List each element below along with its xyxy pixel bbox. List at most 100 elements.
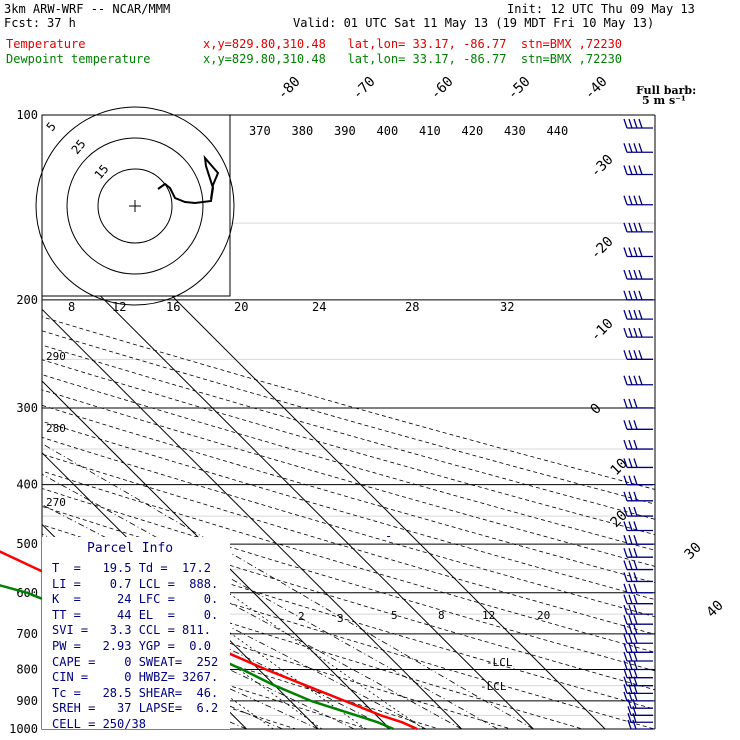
parcel-info-title: Parcel Info: [87, 541, 173, 556]
wind-barb-flag: [633, 327, 638, 338]
parcel-info-background: [42, 537, 230, 729]
wind-barb-flag: [627, 699, 632, 709]
wind-barb-flag: [633, 143, 638, 153]
init-time: Init: 12 UTC Thu 09 May 13: [507, 2, 695, 16]
isotherm-label: 0: [588, 401, 605, 418]
wind-barb-flag: [628, 491, 633, 502]
pressure-tick-label: 200: [16, 293, 38, 307]
pressure-tick-label: 700: [16, 627, 38, 641]
pressure-tick-label: 300: [16, 401, 38, 415]
wind-barb-flag: [628, 165, 633, 175]
wind-barb-flag: [633, 668, 638, 678]
wind-barb-flag: [623, 222, 628, 233]
wind-barb-flag: [623, 643, 628, 653]
wind-barb-flag: [633, 195, 638, 205]
theta-e-label: 390: [334, 124, 356, 138]
wind-barb-flag: [628, 350, 633, 360]
parcel-info-row: LI = 0.7 LCL = 888.: [52, 576, 219, 591]
isotherm-label: -70: [350, 74, 379, 103]
model-title: 3km ARW-WRF -- NCAR/MMM: [4, 2, 171, 16]
wind-barb-flag: [623, 594, 628, 604]
mixing-ratio-label: 20: [234, 300, 248, 314]
wind-barb-flag: [633, 420, 638, 430]
isotherm-label: -50: [505, 74, 534, 103]
wind-barb-flag: [633, 634, 638, 644]
wind-barb-flag: [628, 676, 633, 686]
wind-barb-flag: [633, 398, 638, 409]
wind-barb-flag: [628, 420, 633, 430]
parcel-info-row: T = 19.5 Td = 17.2: [52, 561, 211, 575]
wind-barb-flag: [623, 143, 628, 153]
mixing-ratio-label: 12: [112, 300, 126, 314]
wind-barb-flag: [633, 458, 638, 468]
mixing-ratio-label: 28: [405, 300, 419, 314]
wind-barb-flag: [623, 458, 628, 468]
temperature-legend-label: Temperature: [6, 37, 86, 51]
wind-barb-flag: [623, 195, 628, 205]
wind-barb-flag: [633, 594, 638, 604]
wind-barb-flag: [633, 506, 638, 517]
hodograph-trace: [157, 154, 220, 205]
isotherm-label: -10: [588, 316, 617, 345]
wind-barb-flag: [633, 643, 638, 653]
wind-barb-flag: [623, 290, 628, 301]
wind-barb-flag: [633, 691, 638, 702]
pressure-tick-label: 400: [16, 478, 38, 492]
wind-barb-flag: [623, 506, 628, 517]
wind-barb-flag: [628, 375, 633, 385]
wind-barb-flag: [633, 439, 638, 450]
wind-barb-flag: [628, 269, 633, 280]
wind-barb-flag: [623, 375, 628, 385]
wind-barb-flag: [623, 651, 628, 662]
wind-barb-flag: [638, 269, 643, 280]
wind-barb-flag: [633, 491, 638, 502]
wind-barb-flag: [638, 222, 643, 233]
wind-barb-flag: [623, 634, 628, 644]
dewpoint-location: x,y=829.80,310.48 lat,lon= 33.17, -86.77…: [203, 52, 623, 66]
isotherm: [41, 237, 534, 730]
wind-barb-flag: [627, 719, 632, 730]
wind-barb-flag: [638, 309, 643, 320]
theta-e-label: 440: [547, 124, 569, 138]
wind-barb-flag: [638, 118, 643, 129]
wind-barb-flag: [623, 534, 628, 545]
parcel-info-row: PW = 2.93 YGP = 0.0: [52, 639, 211, 653]
parcel-info-panel: Parcel Info: [42, 537, 230, 729]
wind-barb-flag: [623, 439, 628, 450]
moist-adiabat: [42, 504, 462, 729]
wind-barb-flag: [623, 660, 628, 670]
wind-barb-flag: [623, 684, 628, 694]
wind-barb-flag: [623, 247, 628, 257]
barb-legend-line1: Full barb:: [636, 84, 696, 97]
wind-barb-flag: [628, 624, 633, 635]
wind-barb-flag: [633, 165, 638, 175]
pressure-tick-label: 800: [16, 662, 38, 676]
dry-adiabat: [42, 453, 655, 635]
wind-barb-flag: [628, 534, 633, 545]
wind-barb-flag: [628, 398, 633, 409]
parcel-info-row: CAPE = 0 SWEAT= 252: [52, 654, 219, 669]
theta-e-label: 370: [249, 124, 271, 138]
lcl-annotation: -LCL: [486, 656, 513, 669]
wind-barb-flag: [632, 706, 637, 716]
theta-e-label: 420: [462, 124, 484, 138]
theta-e-label: 410: [419, 124, 441, 138]
wind-barb-flag: [633, 651, 638, 662]
dewpoint-line: [0, 584, 395, 731]
hodograph-ring: [35, 106, 235, 306]
wind-barb-flag: [628, 668, 633, 678]
wind-barb-flag: [638, 290, 643, 301]
level-marker: -: [385, 529, 392, 543]
forecast-hours: 37 h: [47, 16, 76, 30]
wind-barb-flag: [628, 583, 633, 593]
isotherm-label: 40: [704, 598, 727, 621]
wind-barb-flag: [623, 420, 628, 430]
wind-barb-flag: [628, 594, 633, 604]
dry-adiabat: [42, 488, 655, 672]
wind-barb-flag: [628, 651, 633, 662]
theta-label: 270: [46, 496, 66, 509]
theta-label: 280: [46, 422, 66, 435]
wind-barb-flag: [638, 165, 643, 175]
wind-barb-flag: [633, 118, 638, 129]
